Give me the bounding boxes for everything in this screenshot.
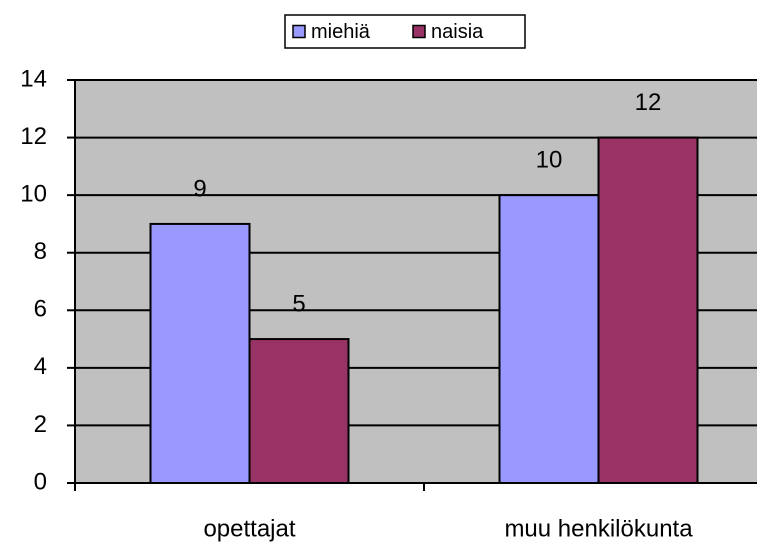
data-label: 12 (635, 89, 662, 116)
y-tick-label: 2 (34, 411, 47, 438)
legend-swatch (292, 24, 306, 39)
y-tick-label: 12 (20, 123, 47, 150)
x-tick-label: opettajat (203, 515, 295, 542)
y-tick-label: 10 (20, 180, 47, 207)
legend-label: miehiä (311, 21, 371, 43)
y-tick-label: 6 (34, 296, 47, 323)
bar (149, 222, 251, 485)
data-label: 5 (292, 290, 305, 317)
y-tick-label: 8 (34, 238, 47, 265)
y-tick-label: 14 (20, 65, 47, 92)
legend-box (284, 14, 526, 49)
legend-label: naisia (431, 21, 484, 43)
bar (597, 136, 699, 484)
bar (498, 194, 600, 484)
x-tick-label: muu henkilökunta (504, 515, 693, 542)
data-label: 9 (193, 175, 206, 202)
legend-swatch (412, 24, 426, 39)
data-label: 10 (536, 146, 563, 173)
y-tick-label: 0 (34, 468, 47, 495)
bar (248, 338, 350, 485)
y-tick-label: 4 (34, 353, 47, 380)
